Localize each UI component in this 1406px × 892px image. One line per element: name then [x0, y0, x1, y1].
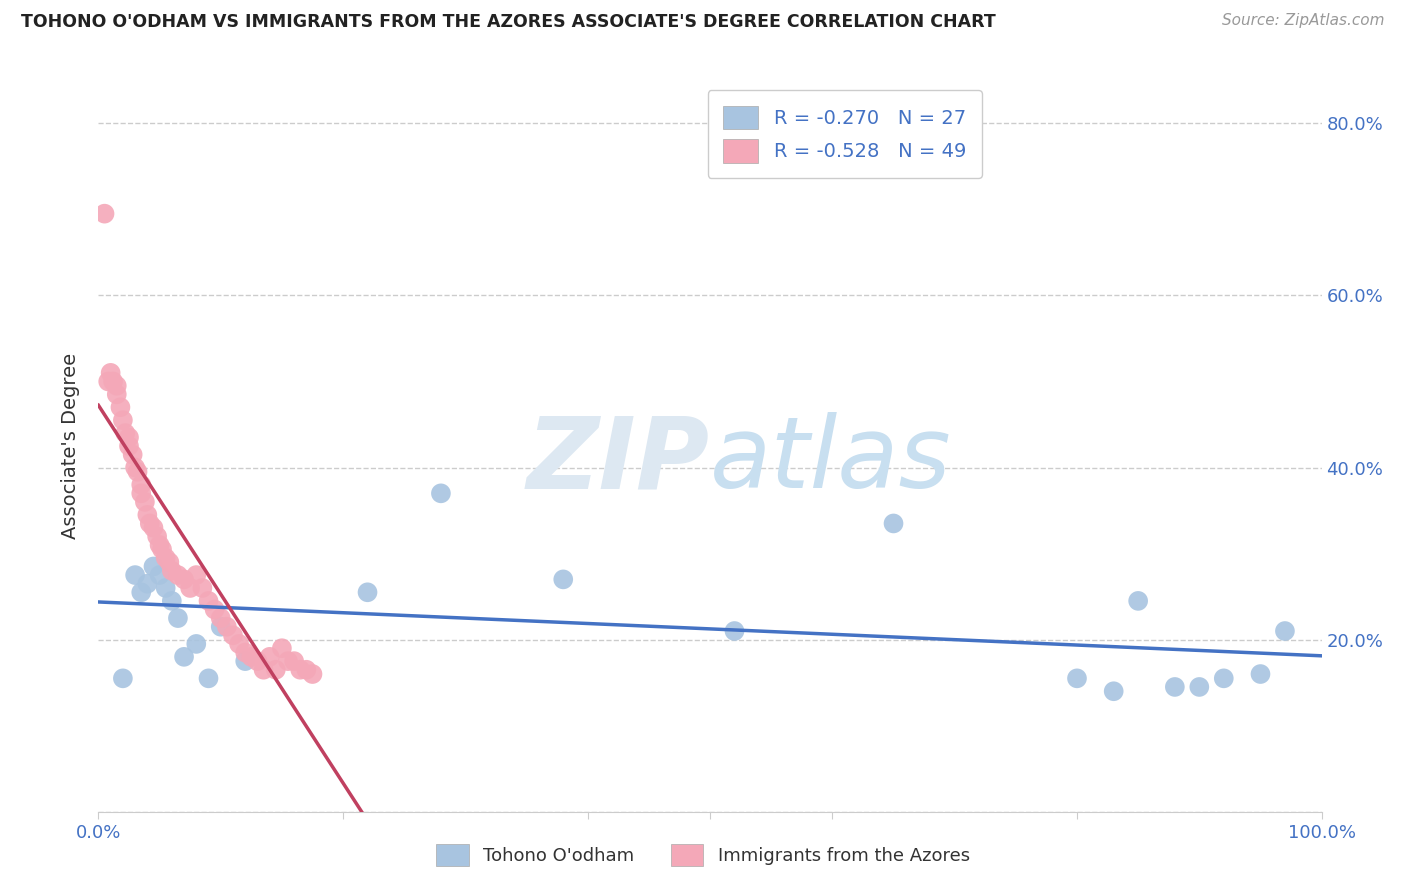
Point — [191, 581, 214, 595]
Point — [146, 529, 169, 543]
Point — [283, 654, 305, 668]
Point — [118, 439, 141, 453]
Point — [186, 568, 208, 582]
Point — [1128, 594, 1150, 608]
Point — [155, 581, 177, 595]
Point — [136, 508, 159, 522]
Legend: Tohono O'odham, Immigrants from the Azores: Tohono O'odham, Immigrants from the Azor… — [423, 831, 983, 879]
Point — [129, 486, 152, 500]
Point — [356, 585, 378, 599]
Point — [150, 542, 173, 557]
Point — [259, 649, 281, 664]
Point — [111, 671, 134, 685]
Point — [264, 663, 287, 677]
Point — [142, 521, 165, 535]
Point — [149, 568, 172, 582]
Point — [277, 654, 299, 668]
Point — [1102, 684, 1125, 698]
Point — [295, 663, 318, 677]
Point — [233, 646, 256, 660]
Point — [142, 559, 165, 574]
Point — [222, 628, 245, 642]
Point — [167, 611, 190, 625]
Point — [118, 430, 141, 444]
Point — [197, 594, 219, 608]
Legend: R = -0.270   N = 27, R = -0.528   N = 49: R = -0.270 N = 27, R = -0.528 N = 49 — [707, 90, 981, 178]
Point — [179, 581, 201, 595]
Point — [228, 637, 250, 651]
Point — [290, 663, 312, 677]
Point — [121, 448, 143, 462]
Point — [124, 460, 146, 475]
Point — [1274, 624, 1296, 638]
Point — [105, 378, 128, 392]
Point — [186, 637, 208, 651]
Point — [97, 375, 120, 389]
Point — [114, 426, 136, 441]
Point — [101, 375, 124, 389]
Text: atlas: atlas — [710, 412, 952, 509]
Point — [204, 602, 226, 616]
Point — [430, 486, 453, 500]
Point — [173, 573, 195, 587]
Point — [1188, 680, 1211, 694]
Point — [1212, 671, 1234, 685]
Point — [129, 477, 152, 491]
Point — [129, 585, 152, 599]
Point — [167, 568, 190, 582]
Point — [134, 495, 156, 509]
Point — [111, 413, 134, 427]
Point — [100, 366, 122, 380]
Point — [1066, 671, 1088, 685]
Point — [209, 620, 232, 634]
Point — [246, 654, 269, 668]
Point — [301, 667, 323, 681]
Point — [124, 568, 146, 582]
Point — [155, 550, 177, 565]
Point — [197, 671, 219, 685]
Point — [1249, 667, 1271, 681]
Point — [173, 649, 195, 664]
Point — [723, 624, 745, 638]
Point — [157, 555, 180, 569]
Text: TOHONO O'ODHAM VS IMMIGRANTS FROM THE AZORES ASSOCIATE'S DEGREE CORRELATION CHAR: TOHONO O'ODHAM VS IMMIGRANTS FROM THE AZ… — [21, 13, 995, 31]
Point — [215, 620, 238, 634]
Point — [1164, 680, 1187, 694]
Point — [160, 564, 183, 578]
Point — [127, 465, 149, 479]
Point — [252, 663, 274, 677]
Point — [233, 654, 256, 668]
Point — [240, 649, 263, 664]
Text: Source: ZipAtlas.com: Source: ZipAtlas.com — [1222, 13, 1385, 29]
Point — [93, 207, 115, 221]
Point — [160, 594, 183, 608]
Point — [105, 387, 128, 401]
Y-axis label: Associate's Degree: Associate's Degree — [60, 353, 80, 539]
Point — [553, 573, 575, 587]
Point — [139, 516, 162, 531]
Point — [136, 576, 159, 591]
Point — [110, 401, 132, 415]
Text: ZIP: ZIP — [527, 412, 710, 509]
Point — [883, 516, 905, 531]
Point — [270, 641, 294, 656]
Point — [149, 538, 172, 552]
Point — [209, 611, 232, 625]
